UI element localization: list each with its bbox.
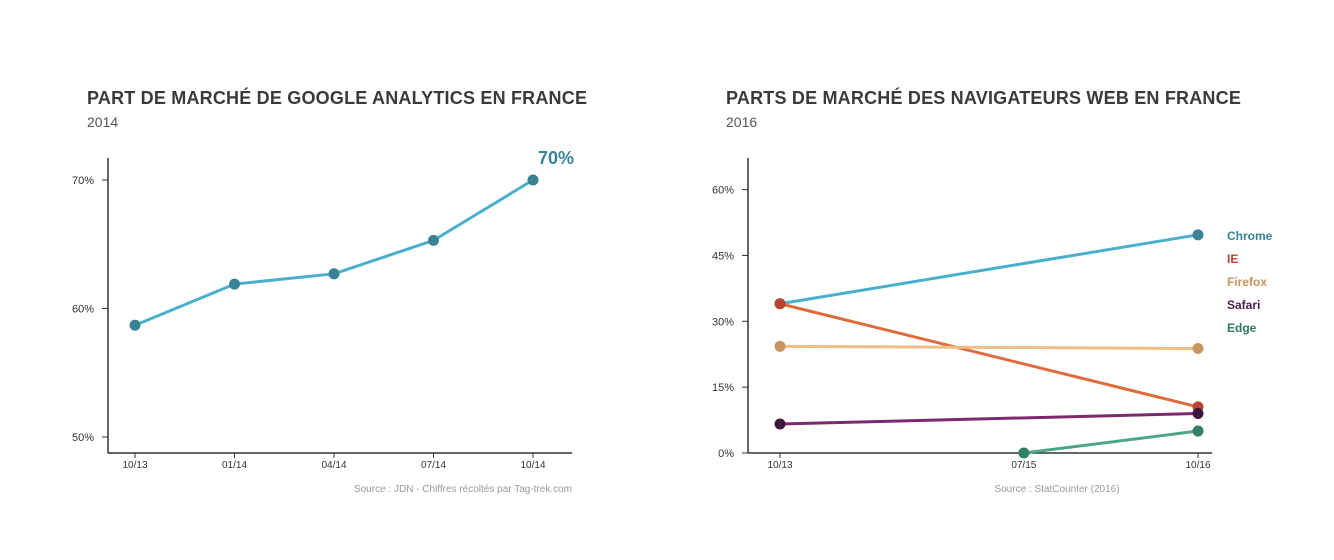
chart2-legend-ie: IE <box>1227 252 1238 266</box>
chart1-series-line <box>134 178 534 327</box>
chart2-series-line-edge <box>1023 429 1199 455</box>
chart2-series-line-firefox <box>779 344 1199 351</box>
chart1-y-tick-label: 50% <box>72 432 94 444</box>
chart2-data-point-firefox <box>1192 343 1204 355</box>
chart1-x-tick-label: 07/14 <box>421 460 446 471</box>
chart2-legend-safari: Safari <box>1227 298 1260 312</box>
chart2-y-tick-label: 15% <box>712 382 734 394</box>
chart2-legend-firefox: Firefox <box>1227 275 1267 289</box>
chart1-data-point <box>229 278 240 290</box>
chart2-data-point-firefox <box>774 340 786 352</box>
chart2-x-tick-label: 10/13 <box>767 460 792 471</box>
chart1-x-tick-label: 04/14 <box>321 460 346 471</box>
chart1-x-tick-label: 01/14 <box>222 460 247 471</box>
chart2-x-tick-label: 07/15 <box>1011 460 1036 471</box>
chart1-subtitle: 2014 <box>87 114 119 130</box>
chart2-data-point-safari <box>774 418 786 430</box>
chart2-series-line-chrome <box>779 233 1199 306</box>
chart2-source: Source : StatCounter (2016) <box>994 484 1119 495</box>
chart2-series-line-safari <box>779 411 1199 426</box>
chart2-y-tick-label: 45% <box>712 250 734 262</box>
chart1-data-point <box>527 174 539 186</box>
chart1-data-point <box>328 268 340 280</box>
chart1-source: Source : JDN - Chiffres récoltés par Tag… <box>354 484 572 495</box>
chart2-legend-chrome: Chrome <box>1227 229 1273 243</box>
chart1-y-tick-label: 70% <box>72 175 94 187</box>
chart2-data-point-edge <box>1192 425 1204 437</box>
chart2-title: PARTS DE MARCHÉ DES NAVIGATEURS WEB EN F… <box>726 88 1242 108</box>
chart1-x-tick-label: 10/13 <box>122 460 147 471</box>
chart2-y-tick-label: 60% <box>712 185 734 197</box>
chart2-data-point-edge <box>1018 447 1030 459</box>
chart2-data-point-ie <box>774 298 786 310</box>
chart1-title: PART DE MARCHÉ DE GOOGLE ANALYTICS EN FR… <box>87 88 588 108</box>
chart1-annotation: 70% <box>538 148 574 168</box>
chart1-y-tick-label: 60% <box>72 304 94 316</box>
chart2-data-point-safari <box>1192 407 1204 419</box>
chart2-y-tick-label: 30% <box>712 316 734 328</box>
chart1-data-point <box>129 319 141 331</box>
chart1-data-point <box>428 234 439 246</box>
chart1-x-tick-label: 10/14 <box>520 460 545 471</box>
chart2-y-tick-label: 0% <box>718 448 734 460</box>
chart2-subtitle: 2016 <box>726 114 758 130</box>
chart2-data-point-chrome <box>1192 229 1204 241</box>
chart2-series-line-ie <box>779 302 1199 409</box>
chart2-legend-edge: Edge <box>1227 321 1257 335</box>
chart2-x-tick-label: 10/16 <box>1185 460 1210 471</box>
